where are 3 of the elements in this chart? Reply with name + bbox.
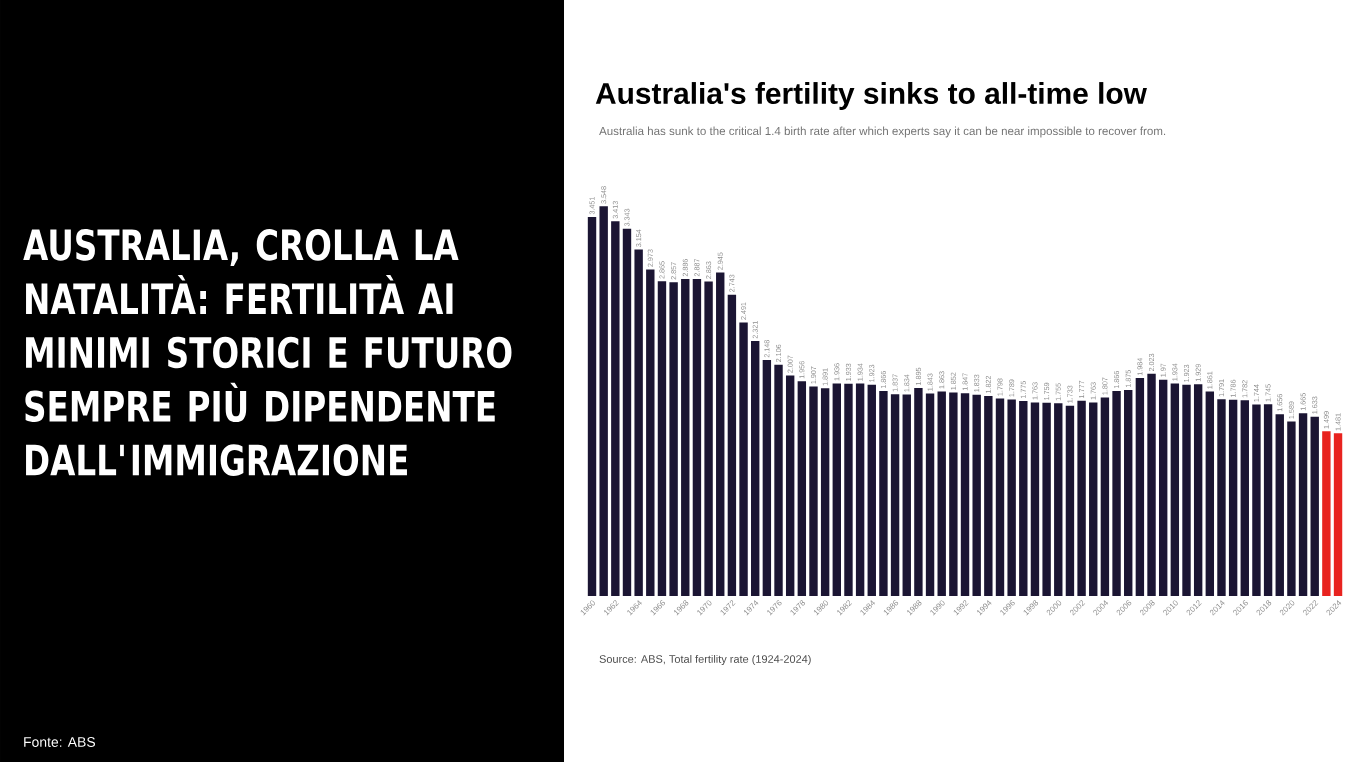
chart-title: Australia's fertility sinks to all-time low [595, 82, 1147, 110]
text: AUSTRALIA, CROLLA LA NATALITÀ: FERTILITÀ AI MINIMI STORICI E FUTURO SEMPRE PIÙ DIPENDENTE DALL'IMMIGRAZIONE [23, 229, 512, 476]
bar [1310, 416, 1319, 596]
